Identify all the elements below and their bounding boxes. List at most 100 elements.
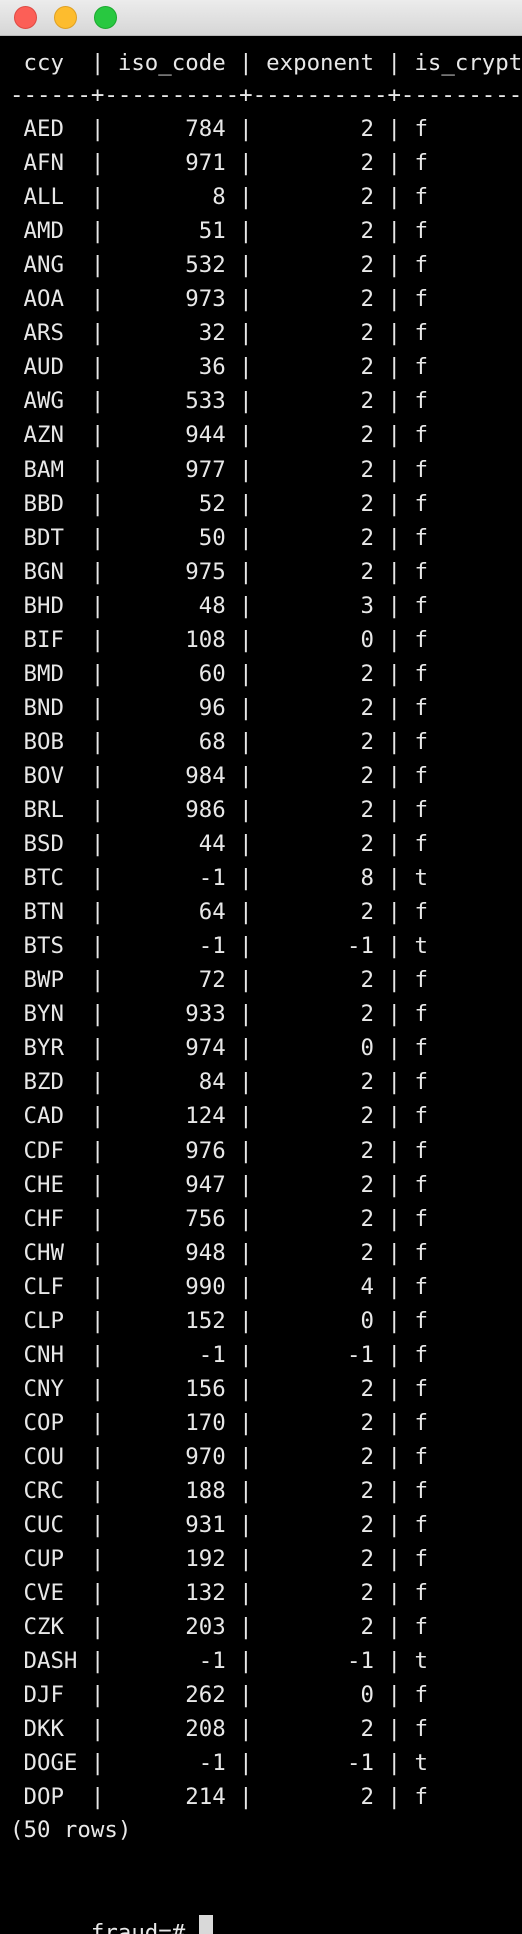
cell-separator: | bbox=[374, 218, 415, 245]
cell-is-crypto: f bbox=[414, 1512, 428, 1539]
cell-exponent: 2 bbox=[266, 388, 374, 415]
cell-separator: | bbox=[374, 899, 415, 926]
cell-separator: | bbox=[225, 1239, 267, 1266]
cell-ccy: AED bbox=[10, 116, 91, 142]
cell-ccy: BYN bbox=[10, 1001, 91, 1028]
cell-iso-code: 262 bbox=[117, 1682, 226, 1709]
cell-separator: | bbox=[225, 456, 267, 483]
cell-ccy: AZN bbox=[10, 422, 91, 449]
cell-separator: | bbox=[374, 1614, 415, 1641]
cell-ccy: AWG bbox=[10, 388, 91, 415]
cell-exponent: 2 bbox=[266, 456, 374, 483]
cell-is-crypto: f bbox=[414, 899, 428, 926]
cell-ccy: CRC bbox=[10, 1478, 91, 1504]
cell-is-crypto: f bbox=[414, 1682, 428, 1709]
minimize-window-button[interactable] bbox=[54, 6, 77, 29]
cell-separator: | bbox=[90, 320, 118, 347]
cell-is-crypto: f bbox=[414, 354, 428, 381]
cell-iso-code: 188 bbox=[117, 1478, 226, 1504]
cell-ccy: CAD bbox=[10, 1103, 91, 1130]
cell-separator: | bbox=[225, 592, 267, 619]
close-window-button[interactable] bbox=[14, 6, 37, 29]
cell-ccy: BND bbox=[10, 694, 91, 721]
cell-separator: | bbox=[90, 1716, 118, 1743]
cell-exponent: 2 bbox=[266, 1069, 374, 1096]
cell-separator: | bbox=[90, 933, 118, 960]
cell-separator: | bbox=[225, 762, 267, 789]
cell-separator: | bbox=[374, 626, 415, 653]
cell-separator: | bbox=[374, 1205, 415, 1232]
cell-separator: | bbox=[374, 490, 415, 517]
cell-separator: | bbox=[374, 558, 415, 585]
cell-separator: | bbox=[225, 1682, 267, 1709]
cell-is-crypto: f bbox=[414, 1307, 428, 1334]
cell-separator: | bbox=[90, 388, 118, 415]
table-row: BBD | 52 | 2 | f bbox=[10, 487, 427, 521]
cell-iso-code: 203 bbox=[117, 1614, 226, 1641]
cell-separator: | bbox=[90, 1137, 118, 1164]
cell-separator: | bbox=[90, 1682, 118, 1709]
cell-separator: | bbox=[374, 728, 415, 755]
title-bar bbox=[0, 0, 522, 36]
terminal-output[interactable]: ccy | iso_code | exponent | is_crypto --… bbox=[0, 36, 522, 1934]
cell-exponent: 2 bbox=[266, 184, 374, 211]
cell-separator: | bbox=[90, 728, 118, 755]
cell-iso-code: 152 bbox=[117, 1307, 226, 1334]
cell-exponent: 2 bbox=[266, 1375, 374, 1402]
cell-ccy: CVE bbox=[10, 1580, 91, 1607]
cell-separator: | bbox=[374, 1375, 415, 1402]
cell-is-crypto: f bbox=[414, 797, 428, 823]
cell-ccy: ANG bbox=[10, 252, 91, 279]
table-row: AWG | 533 | 2 | f bbox=[10, 384, 428, 418]
row-count-footer: (50 rows) bbox=[10, 1816, 132, 1843]
cell-iso-code: 124 bbox=[117, 1103, 226, 1130]
cell-separator: | bbox=[90, 626, 118, 653]
table-row: BTN | 64 | 2 | f bbox=[10, 895, 428, 929]
cell-is-crypto: f bbox=[414, 1716, 428, 1743]
cell-exponent: -1 bbox=[266, 933, 374, 960]
cell-iso-code: 990 bbox=[117, 1273, 226, 1300]
cell-exponent: 2 bbox=[266, 1001, 374, 1028]
cell-separator: | bbox=[225, 354, 267, 381]
cell-is-crypto: f bbox=[414, 1443, 428, 1470]
cell-exponent: 2 bbox=[266, 490, 374, 517]
command-prompt[interactable]: fraud=# bbox=[10, 1881, 213, 1934]
cell-ccy: BMD bbox=[10, 660, 91, 687]
cell-separator: | bbox=[90, 592, 118, 619]
cell-separator: | bbox=[374, 865, 415, 892]
cell-separator: | bbox=[374, 1682, 415, 1709]
text-cursor bbox=[198, 1914, 213, 1934]
cell-ccy: ALL bbox=[10, 184, 91, 211]
table-row: BYN | 933 | 2 | f bbox=[10, 997, 427, 1031]
cell-separator: | bbox=[374, 660, 415, 687]
table-row: DASH | -1 | -1 | t bbox=[10, 1644, 427, 1678]
cell-separator: | bbox=[225, 694, 267, 721]
table-row: BDT | 50 | 2 | f bbox=[10, 521, 428, 555]
cell-ccy: DASH bbox=[10, 1648, 91, 1675]
cell-ccy: CNY bbox=[10, 1375, 91, 1402]
cell-iso-code: 986 bbox=[117, 797, 226, 823]
cell-is-crypto: f bbox=[414, 422, 428, 449]
cell-iso-code: 84 bbox=[117, 1069, 226, 1096]
table-row: BTC | -1 | 8 | t bbox=[10, 861, 427, 895]
cell-exponent: 2 bbox=[266, 728, 374, 755]
cell-separator: | bbox=[225, 1512, 267, 1539]
zoom-window-button[interactable] bbox=[94, 6, 117, 29]
cell-exponent: 4 bbox=[266, 1273, 374, 1300]
cell-is-crypto: f bbox=[414, 388, 428, 415]
cell-is-crypto: f bbox=[414, 1137, 428, 1164]
cell-iso-code: 214 bbox=[117, 1784, 226, 1811]
cell-exponent: 2 bbox=[266, 899, 374, 926]
cell-ccy: DKK bbox=[10, 1716, 91, 1743]
cell-is-crypto: f bbox=[414, 524, 428, 551]
cell-exponent: 2 bbox=[266, 967, 374, 994]
cell-iso-code: 50 bbox=[117, 524, 226, 551]
cell-separator: | bbox=[374, 1716, 415, 1743]
cell-is-crypto: f bbox=[414, 116, 428, 142]
table-row: ANG | 532 | 2 | f bbox=[10, 248, 427, 282]
cell-separator: | bbox=[225, 1273, 267, 1300]
table-row: BOV | 984 | 2 | f bbox=[10, 759, 427, 793]
cell-iso-code: 32 bbox=[117, 320, 226, 347]
cell-ccy: BIF bbox=[10, 626, 91, 653]
